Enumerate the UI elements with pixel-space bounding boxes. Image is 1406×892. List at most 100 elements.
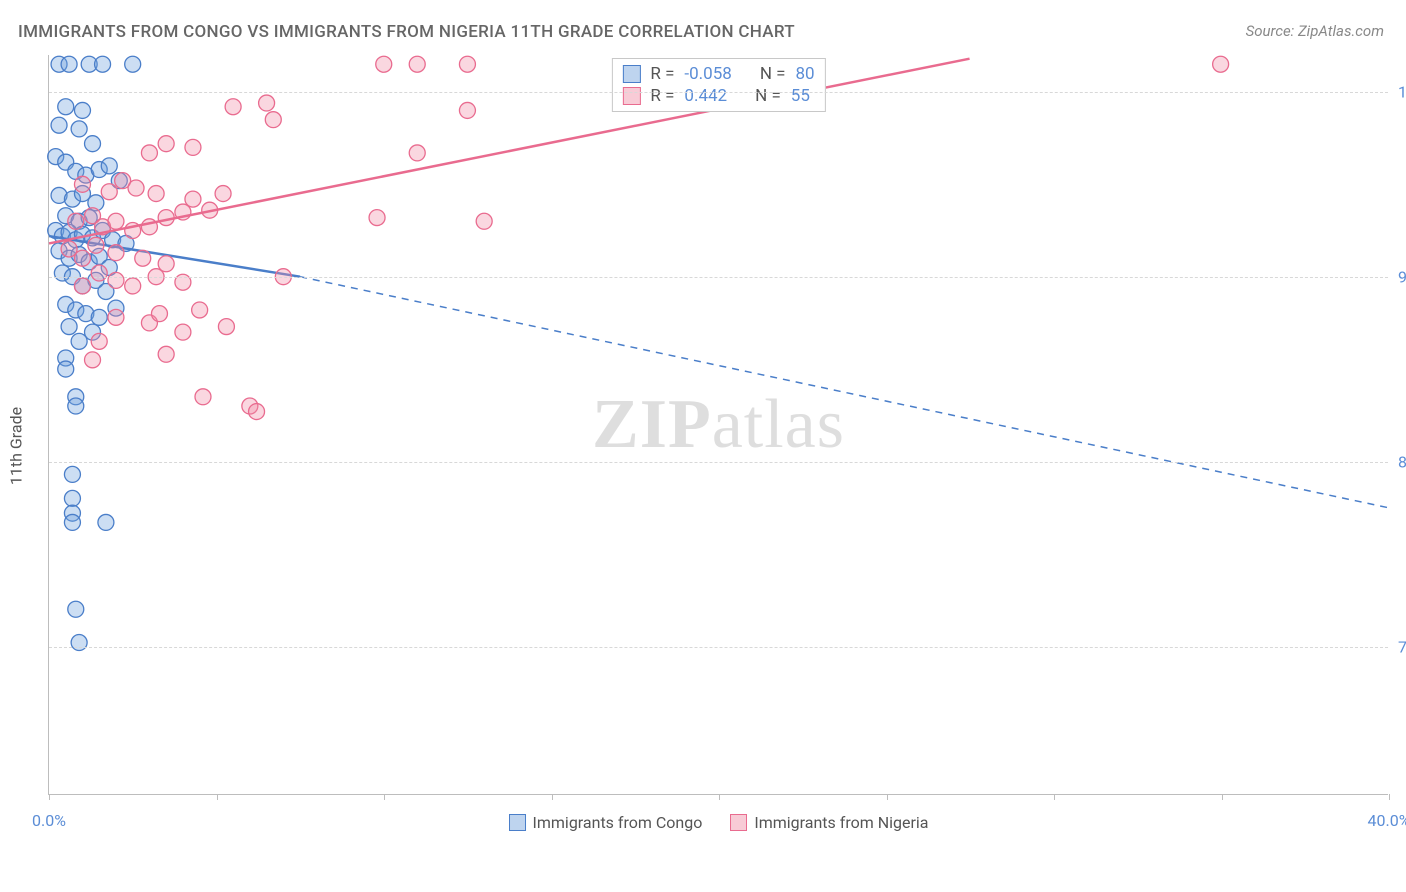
scatter-point	[51, 117, 67, 133]
x-tick	[552, 794, 553, 800]
stats-nigeria-R: 0.442	[684, 86, 727, 106]
scatter-point	[215, 186, 231, 202]
stats-R-label: R =	[650, 86, 674, 106]
scatter-point	[101, 184, 117, 200]
scatter-point	[71, 635, 87, 651]
scatter-point	[459, 56, 475, 72]
scatter-point	[95, 56, 111, 72]
scatter-point	[185, 139, 201, 155]
scatter-point	[64, 490, 80, 506]
stats-congo-R: -0.058	[684, 64, 731, 84]
scatter-point	[369, 210, 385, 226]
correlation-stats-box: R = -0.058 N = 80 R = 0.442 N = 55	[611, 58, 825, 112]
legend-label: Immigrants from Nigeria	[754, 813, 928, 832]
scatter-point	[91, 333, 107, 349]
scatter-point	[409, 145, 425, 161]
scatter-point	[98, 514, 114, 530]
x-tick	[1389, 794, 1390, 800]
scatter-point	[68, 213, 84, 229]
scatter-point	[141, 145, 157, 161]
scatter-point	[376, 56, 392, 72]
scatter-point	[74, 176, 90, 192]
scatter-point	[68, 601, 84, 617]
scatter-point	[61, 319, 77, 335]
chart-container: IMMIGRANTS FROM CONGO VS IMMIGRANTS FROM…	[0, 0, 1406, 892]
scatter-point	[249, 404, 265, 420]
scatter-point	[476, 213, 492, 229]
swatch-nigeria-icon	[622, 87, 640, 105]
scatter-point	[158, 136, 174, 152]
x-tick	[887, 794, 888, 800]
scatter-point	[74, 278, 90, 294]
x-tick-label: 40.0%	[1368, 811, 1406, 830]
y-tick-label: 70.0%	[1390, 638, 1406, 657]
legend-label: Immigrants from Congo	[533, 813, 703, 832]
scatter-point	[265, 112, 281, 128]
scatter-point	[151, 306, 167, 322]
scatter-point	[71, 121, 87, 137]
scatter-point	[459, 102, 475, 118]
y-tick-label: 90.0%	[1390, 268, 1406, 287]
plot-svg	[49, 55, 1388, 794]
legend-item-nigeria: Immigrants from Nigeria	[730, 813, 928, 832]
scatter-point	[259, 95, 275, 111]
grid-line	[49, 92, 1388, 93]
stats-congo-N: 80	[796, 64, 815, 84]
scatter-point	[91, 309, 107, 325]
stats-row-nigeria: R = 0.442 N = 55	[622, 85, 814, 107]
chart-title: IMMIGRANTS FROM CONGO VS IMMIGRANTS FROM…	[18, 22, 795, 42]
scatter-point	[85, 352, 101, 368]
stats-R-label: R =	[650, 64, 674, 84]
y-tick-label: 100.0%	[1390, 83, 1406, 102]
swatch-nigeria-icon	[730, 814, 747, 831]
swatch-congo-icon	[622, 65, 640, 83]
scatter-point	[74, 250, 90, 266]
scatter-point	[108, 213, 124, 229]
scatter-point	[225, 99, 241, 115]
stats-row-congo: R = -0.058 N = 80	[622, 63, 814, 85]
scatter-point	[64, 466, 80, 482]
scatter-point	[88, 237, 104, 253]
y-axis-label: 11th Grade	[7, 407, 26, 485]
legend-item-congo: Immigrants from Congo	[509, 813, 703, 832]
scatter-point	[58, 99, 74, 115]
scatter-point	[128, 180, 144, 196]
scatter-point	[148, 186, 164, 202]
scatter-point	[85, 136, 101, 152]
scatter-point	[108, 309, 124, 325]
scatter-point	[125, 278, 141, 294]
scatter-point	[108, 272, 124, 288]
scatter-point	[218, 319, 234, 335]
scatter-point	[91, 265, 107, 281]
scatter-point	[1213, 56, 1229, 72]
scatter-point	[74, 102, 90, 118]
x-tick	[719, 794, 720, 800]
x-tick	[217, 794, 218, 800]
x-tick	[49, 794, 50, 800]
legend-bottom: Immigrants from Congo Immigrants from Ni…	[509, 813, 929, 832]
scatter-point	[158, 346, 174, 362]
scatter-point	[61, 56, 77, 72]
scatter-point	[175, 324, 191, 340]
scatter-point	[64, 514, 80, 530]
scatter-point	[135, 250, 151, 266]
x-tick	[1222, 794, 1223, 800]
stats-nigeria-N: 55	[791, 86, 810, 106]
grid-line	[49, 277, 1388, 278]
y-tick-label: 80.0%	[1390, 453, 1406, 472]
scatter-point	[192, 302, 208, 318]
grid-line	[49, 462, 1388, 463]
scatter-point	[108, 245, 124, 261]
grid-line	[49, 647, 1388, 648]
scatter-point	[68, 398, 84, 414]
chart-source: Source: ZipAtlas.com	[1246, 22, 1384, 40]
x-tick	[1054, 794, 1055, 800]
scatter-point	[125, 56, 141, 72]
trend-line-extrapolated	[300, 277, 1388, 508]
scatter-point	[409, 56, 425, 72]
x-tick	[384, 794, 385, 800]
stats-N-label: N =	[755, 86, 781, 106]
scatter-point	[101, 158, 117, 174]
scatter-point	[195, 389, 211, 405]
swatch-congo-icon	[509, 814, 526, 831]
